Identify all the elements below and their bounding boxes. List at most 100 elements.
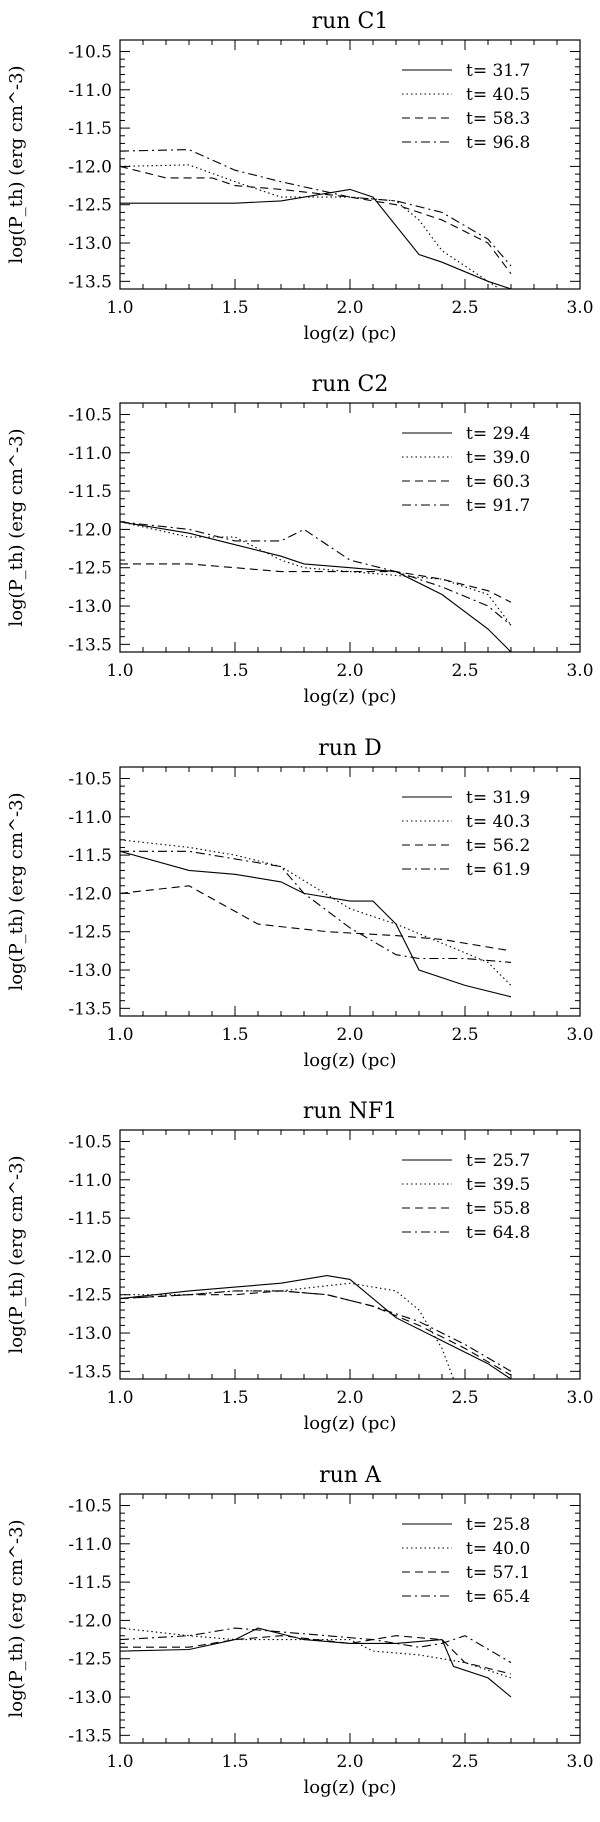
y-tick-label: -12.5 <box>68 559 112 579</box>
y-tick-label: -11.5 <box>68 1209 112 1229</box>
x-tick-label: 2.0 <box>336 1388 363 1408</box>
series-line <box>120 521 512 626</box>
chart-panel: run NF1 1.0 1.5 2.0 2.5 3.0 -10.5 -11.0 -11.5 -12… <box>6 1099 594 1434</box>
legend-label: t= 31.7 <box>466 61 530 81</box>
chart-title: run NF1 <box>303 1099 397 1124</box>
y-tick-label: -12.0 <box>68 520 112 540</box>
y-tick-label: -12.0 <box>68 157 112 177</box>
series-line <box>120 563 512 603</box>
chart-title: run A <box>319 1463 382 1488</box>
chart-title: run D <box>318 736 382 761</box>
x-axis-label: log(z) (pc) <box>303 1777 396 1798</box>
y-tick-label: -11.0 <box>68 1535 112 1555</box>
x-tick-label: 1.0 <box>106 661 133 681</box>
x-tick-label: 1.5 <box>221 661 248 681</box>
series-line <box>120 149 512 267</box>
y-tick-label: -11.5 <box>68 482 112 502</box>
y-axis-label: log(P_th) (erg cm^-3) <box>6 792 27 990</box>
y-tick-label: -12.5 <box>68 1650 112 1670</box>
chart-panel: run C2 1.0 1.5 2.0 2.5 3.0 -10.5 -11.0 -11.5 -12.… <box>6 372 594 707</box>
series-line <box>120 1282 455 1379</box>
y-tick-label: -12.0 <box>68 1611 112 1631</box>
legend-label: t= 65.4 <box>466 1587 530 1607</box>
series-line <box>120 188 512 289</box>
y-tick-label: -13.0 <box>68 1324 112 1344</box>
y-tick-label: -10.5 <box>68 1496 112 1516</box>
x-tick-label: 1.0 <box>106 298 133 318</box>
y-tick-label: -11.5 <box>68 119 112 139</box>
y-tick-label: -10.5 <box>68 1132 112 1152</box>
series-line <box>120 850 512 998</box>
series-line <box>120 1627 512 1698</box>
y-tick-label: -11.0 <box>68 1171 112 1191</box>
y-tick-label: -11.5 <box>68 1573 112 1593</box>
series-line <box>120 521 512 626</box>
y-tick-label: -13.0 <box>68 597 112 617</box>
y-tick-label: -12.5 <box>68 1286 112 1306</box>
y-axis-label: log(P_th) (erg cm^-3) <box>6 1155 27 1353</box>
legend-label: t= 55.8 <box>466 1199 530 1219</box>
y-tick-label: -10.5 <box>68 769 112 789</box>
legend-label: t= 96.8 <box>466 133 530 153</box>
x-tick-label: 3.0 <box>566 661 593 681</box>
legend-label: t= 61.9 <box>466 860 530 880</box>
series-line <box>120 839 512 986</box>
legend-label: t= 29.4 <box>466 424 530 444</box>
legend-label: t= 31.9 <box>466 788 530 808</box>
x-tick-label: 2.5 <box>451 298 478 318</box>
y-axis-label: log(P_th) (erg cm^-3) <box>6 428 27 626</box>
legend-label: t= 64.8 <box>466 1223 530 1243</box>
legend-label: t= 39.0 <box>466 448 530 468</box>
legend-label: t= 25.8 <box>466 1515 530 1535</box>
x-tick-label: 3.0 <box>566 1388 593 1408</box>
chart-title: run C2 <box>312 372 389 397</box>
x-tick-label: 2.5 <box>451 1752 478 1772</box>
legend-label: t= 58.3 <box>466 109 530 129</box>
legend-label: t= 60.3 <box>466 472 530 492</box>
y-tick-label: -13.0 <box>68 1688 112 1708</box>
y-tick-label: -12.0 <box>68 884 112 904</box>
chart-title: run C1 <box>312 9 389 34</box>
x-tick-label: 1.0 <box>106 1025 133 1045</box>
legend-label: t= 56.2 <box>466 836 530 856</box>
x-axis-label: log(z) (pc) <box>303 1050 396 1071</box>
x-tick-label: 2.0 <box>336 298 363 318</box>
chart-panel: run A 1.0 1.5 2.0 2.5 3.0 -10.5 -11.0 -11.5 -12.0… <box>6 1463 594 1798</box>
series-line <box>120 521 512 652</box>
x-tick-label: 3.0 <box>566 1025 593 1045</box>
y-tick-label: -11.0 <box>68 81 112 101</box>
legend-label: t= 40.5 <box>466 85 530 105</box>
y-tick-label: -12.0 <box>68 1247 112 1267</box>
x-tick-label: 2.0 <box>336 1025 363 1045</box>
x-tick-label: 2.0 <box>336 661 363 681</box>
series-line <box>120 1635 512 1675</box>
y-tick-label: -13.5 <box>68 999 112 1019</box>
legend-label: t= 40.0 <box>466 1539 530 1559</box>
x-tick-label: 2.0 <box>336 1752 363 1772</box>
y-tick-label: -13.5 <box>68 1726 112 1746</box>
series-line <box>120 1290 512 1372</box>
legend-label: t= 57.1 <box>466 1563 530 1583</box>
series-line <box>120 1290 512 1376</box>
y-tick-label: -13.0 <box>68 234 112 254</box>
legend-label: t= 25.7 <box>466 1151 530 1171</box>
y-tick-label: -12.5 <box>68 196 112 216</box>
y-tick-label: -11.0 <box>68 444 112 464</box>
x-tick-label: 2.5 <box>451 1025 478 1045</box>
series-line <box>120 1275 512 1379</box>
series-line <box>120 164 500 289</box>
chart-panel: run D 1.0 1.5 2.0 2.5 3.0 -10.5 -11.0 -11.5 -12.0… <box>6 736 594 1071</box>
legend-label: t= 40.3 <box>466 812 530 832</box>
y-tick-label: -10.5 <box>68 42 112 62</box>
x-tick-label: 3.0 <box>566 298 593 318</box>
y-tick-label: -13.5 <box>68 272 112 292</box>
x-axis-label: log(z) (pc) <box>303 1413 396 1434</box>
y-tick-label: -10.5 <box>68 405 112 425</box>
series-line <box>120 165 512 275</box>
x-tick-label: 1.5 <box>221 1752 248 1772</box>
x-tick-label: 3.0 <box>566 1752 593 1772</box>
series-line <box>120 1627 512 1679</box>
y-axis-label: log(P_th) (erg cm^-3) <box>6 65 27 263</box>
